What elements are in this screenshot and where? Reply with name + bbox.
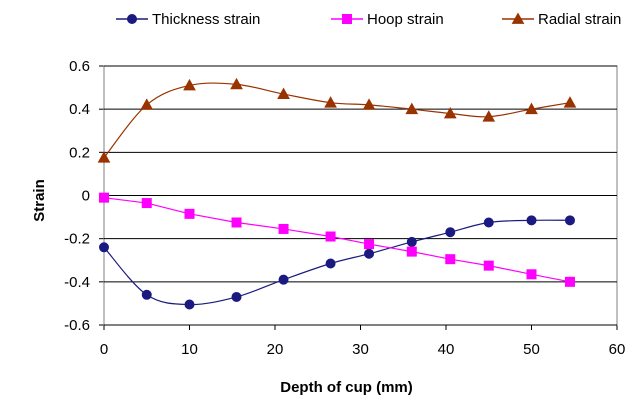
data-point-thickness-strain — [364, 248, 375, 259]
data-point-thickness-strain — [184, 299, 195, 310]
data-point-thickness-strain — [278, 274, 289, 285]
x-tick-label: 0 — [100, 341, 108, 358]
data-point-hoop-strain — [483, 260, 494, 271]
legend-label-thickness-strain: Thickness strain — [152, 11, 260, 28]
plot-area — [97, 65, 618, 326]
legend-marker-thickness-strain — [127, 14, 137, 24]
y-tick-label: 0.6 — [69, 58, 90, 75]
x-tick-label: 10 — [181, 341, 198, 358]
x-axis-title: Depth of cup (mm) — [280, 379, 413, 396]
y-tick-label: 0 — [82, 188, 90, 205]
data-point-hoop-strain — [445, 254, 456, 265]
data-point-hoop-strain — [325, 231, 336, 242]
data-point-thickness-strain — [526, 215, 537, 226]
data-point-hoop-strain — [99, 192, 109, 203]
data-point-thickness-strain — [483, 217, 494, 228]
y-tick-label: 0.2 — [69, 144, 90, 161]
y-tick-label: -0.2 — [64, 231, 90, 248]
data-point-radial-strain — [183, 78, 196, 91]
x-tick-label: 40 — [438, 341, 455, 358]
series-markers — [97, 77, 577, 310]
data-point-radial-strain — [97, 151, 111, 163]
x-tick-label: 60 — [609, 341, 626, 358]
data-point-radial-strain — [277, 87, 290, 99]
y-tick-label: 0.4 — [69, 101, 90, 118]
data-point-radial-strain — [405, 102, 419, 115]
data-point-radial-strain — [230, 77, 243, 90]
data-point-thickness-strain — [141, 289, 152, 300]
y-tick-label: -0.6 — [64, 317, 90, 334]
legend-label-radial-strain: Radial strain — [538, 11, 621, 28]
legend: Thickness strain Hoop strain Radial strain — [116, 11, 621, 28]
data-point-radial-strain — [482, 110, 496, 122]
y-axis-title: Strain — [31, 179, 48, 222]
data-point-radial-strain — [443, 106, 457, 119]
data-point-hoop-strain — [278, 223, 289, 234]
data-point-hoop-strain — [406, 246, 417, 257]
series-line-hoop-strain — [103, 197, 571, 283]
data-point-radial-strain — [140, 98, 154, 110]
series-line-radial-strain — [103, 82, 571, 159]
data-point-thickness-strain — [325, 258, 336, 269]
data-point-radial-strain — [362, 98, 376, 110]
x-tick-label: 20 — [267, 341, 284, 358]
gridlines — [104, 65, 617, 326]
data-point-hoop-strain — [364, 239, 375, 250]
data-point-hoop-strain — [141, 198, 152, 209]
x-tick-label: 30 — [352, 341, 369, 358]
y-tick-label: -0.4 — [64, 274, 90, 291]
x-tick-label: 50 — [523, 341, 540, 358]
data-point-thickness-strain — [445, 227, 456, 238]
data-point-hoop-strain — [231, 217, 242, 228]
legend-label-hoop-strain: Hoop strain — [367, 11, 444, 28]
legend-marker-radial-strain — [511, 12, 525, 24]
series-line-thickness-strain — [103, 219, 570, 306]
data-point-hoop-strain — [184, 208, 195, 219]
data-point-thickness-strain — [406, 236, 417, 247]
data-point-hoop-strain — [564, 276, 575, 287]
data-point-thickness-strain — [564, 215, 575, 226]
x-axis-ticks: 0 10 20 30 40 50 60 — [100, 324, 626, 358]
legend-marker-hoop-strain — [342, 14, 352, 24]
data-point-thickness-strain — [231, 291, 242, 302]
data-point-hoop-strain — [526, 269, 537, 280]
y-axis-ticks: -0.6 -0.4 -0.2 0 0.2 0.4 0.6 — [64, 58, 104, 334]
series-lines — [103, 82, 571, 306]
data-point-radial-strain — [324, 96, 337, 108]
data-point-radial-strain — [563, 96, 577, 108]
data-point-radial-strain — [525, 102, 538, 115]
data-point-thickness-strain — [99, 242, 109, 253]
